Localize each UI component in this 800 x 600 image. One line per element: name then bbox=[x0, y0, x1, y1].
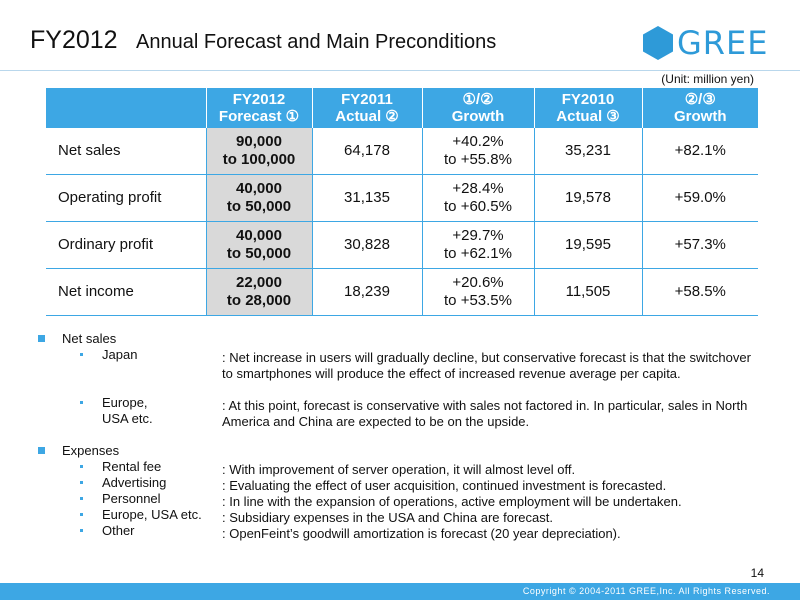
actual-2011-cell: 31,135 bbox=[311, 174, 422, 222]
slide-title: FY2012 bbox=[30, 26, 118, 54]
dot-bullet-icon bbox=[80, 513, 83, 516]
dot-bullet-icon bbox=[80, 497, 83, 500]
slide-subtitle: Annual Forecast and Main Preconditions bbox=[136, 31, 497, 53]
gree-logo: GREE bbox=[642, 24, 768, 62]
square-bullet-icon bbox=[38, 335, 45, 342]
header-cell-growth-1-2: ①/② Growth bbox=[421, 88, 534, 128]
unit-label: (Unit: million yen) bbox=[661, 72, 754, 86]
growth-1-2-cell: +29.7% to +62.1% bbox=[421, 221, 534, 269]
page-number: 14 bbox=[750, 566, 764, 580]
dot-bullet-icon bbox=[80, 401, 83, 404]
expenses-heading: Expenses bbox=[62, 443, 120, 458]
table-row: Ordinary profit 40,000 to 50,000 30,828 … bbox=[46, 221, 758, 269]
expense-item-personnel: Personnel bbox=[102, 491, 161, 506]
header-cell-blank bbox=[46, 88, 206, 128]
expense-note-rental-fee: : With improvement of server operation, … bbox=[222, 462, 576, 477]
logo-text: GREE bbox=[677, 24, 769, 62]
actual-2011-cell: 64,178 bbox=[311, 128, 422, 175]
table-row: Operating profit 40,000 to 50,000 31,135… bbox=[46, 174, 758, 222]
hexagon-logo-icon bbox=[643, 26, 673, 60]
actual-2011-cell: 18,239 bbox=[311, 268, 422, 316]
header-divider bbox=[0, 70, 800, 71]
dot-bullet-icon bbox=[80, 529, 83, 532]
growth-1-2-cell: +20.6% to +53.5% bbox=[421, 268, 534, 316]
actual-2010-cell: 11,505 bbox=[533, 268, 642, 316]
actual-2010-cell: 19,595 bbox=[533, 221, 642, 269]
row-label: Net sales bbox=[46, 128, 206, 175]
net-sales-heading: Net sales bbox=[62, 331, 117, 346]
table-row: Net income 22,000 to 28,000 18,239 +20.6… bbox=[46, 268, 758, 316]
dot-bullet-icon bbox=[80, 465, 83, 468]
copyright-text: Copyright © 2004-2011 GREE,Inc. All Righ… bbox=[522, 586, 770, 596]
expense-note-europe-usa: : Subsidiary expenses in the USA and Chi… bbox=[222, 510, 553, 525]
expense-item-other: Other bbox=[102, 523, 135, 538]
table-header-row: FY2012 Forecast ① FY2011 Actual ② ①/② Gr… bbox=[46, 88, 758, 128]
row-label: Ordinary profit bbox=[46, 221, 206, 269]
dot-bullet-icon bbox=[80, 481, 83, 484]
dot-bullet-icon bbox=[80, 353, 83, 356]
actual-2010-cell: 19,578 bbox=[533, 174, 642, 222]
growth-1-2-cell: +40.2% to +55.8% bbox=[421, 128, 534, 175]
expense-note-personnel: : In line with the expansion of operatio… bbox=[222, 494, 682, 509]
expense-item-europe-usa: Europe, USA etc. bbox=[102, 507, 202, 522]
expense-note-other: : OpenFeint’s goodwill amortization is f… bbox=[222, 526, 621, 541]
growth-2-3-cell: +58.5% bbox=[641, 268, 758, 316]
header-cell-fy2012-forecast: FY2012 Forecast ① bbox=[205, 88, 312, 128]
expense-item-advertising: Advertising bbox=[102, 475, 167, 490]
net-sales-note-japan: : Net increase in users will gradually d… bbox=[222, 350, 751, 381]
row-label: Net income bbox=[46, 268, 206, 316]
forecast-table: FY2012 Forecast ① FY2011 Actual ② ①/② Gr… bbox=[46, 88, 758, 316]
expense-note-advertising: : Evaluating the effect of user acquisit… bbox=[222, 478, 667, 493]
growth-2-3-cell: +57.3% bbox=[641, 221, 758, 269]
growth-2-3-cell: +59.0% bbox=[641, 174, 758, 222]
net-sales-item-japan: Japan bbox=[102, 347, 138, 362]
forecast-cell: 40,000 to 50,000 bbox=[205, 174, 312, 222]
slide-title-area: FY2012 Annual Forecast and Main Precondi… bbox=[30, 26, 496, 62]
header-cell-fy2011-actual: FY2011 Actual ② bbox=[311, 88, 422, 128]
square-bullet-icon bbox=[38, 447, 45, 454]
forecast-cell: 90,000 to 100,000 bbox=[205, 128, 312, 175]
growth-1-2-cell: +28.4% to +60.5% bbox=[421, 174, 534, 222]
net-sales-item-europe-usa: Europe, USA etc. bbox=[102, 395, 153, 426]
net-sales-note-europe-usa: : At this point, forecast is conservativ… bbox=[222, 398, 748, 429]
forecast-cell: 40,000 to 50,000 bbox=[205, 221, 312, 269]
footer-bar bbox=[0, 583, 800, 600]
table-row: Net sales 90,000 to 100,000 64,178 +40.2… bbox=[46, 128, 758, 175]
header-cell-fy2010-actual: FY2010 Actual ③ bbox=[533, 88, 642, 128]
actual-2011-cell: 30,828 bbox=[311, 221, 422, 269]
actual-2010-cell: 35,231 bbox=[533, 128, 642, 175]
row-label: Operating profit bbox=[46, 174, 206, 222]
expense-notes: : With improvement of server operation, … bbox=[222, 462, 782, 542]
forecast-cell: 22,000 to 28,000 bbox=[205, 268, 312, 316]
growth-2-3-cell: +82.1% bbox=[641, 128, 758, 175]
expense-item-rental-fee: Rental fee bbox=[102, 459, 162, 474]
header-cell-growth-2-3: ②/③ Growth bbox=[641, 88, 758, 128]
